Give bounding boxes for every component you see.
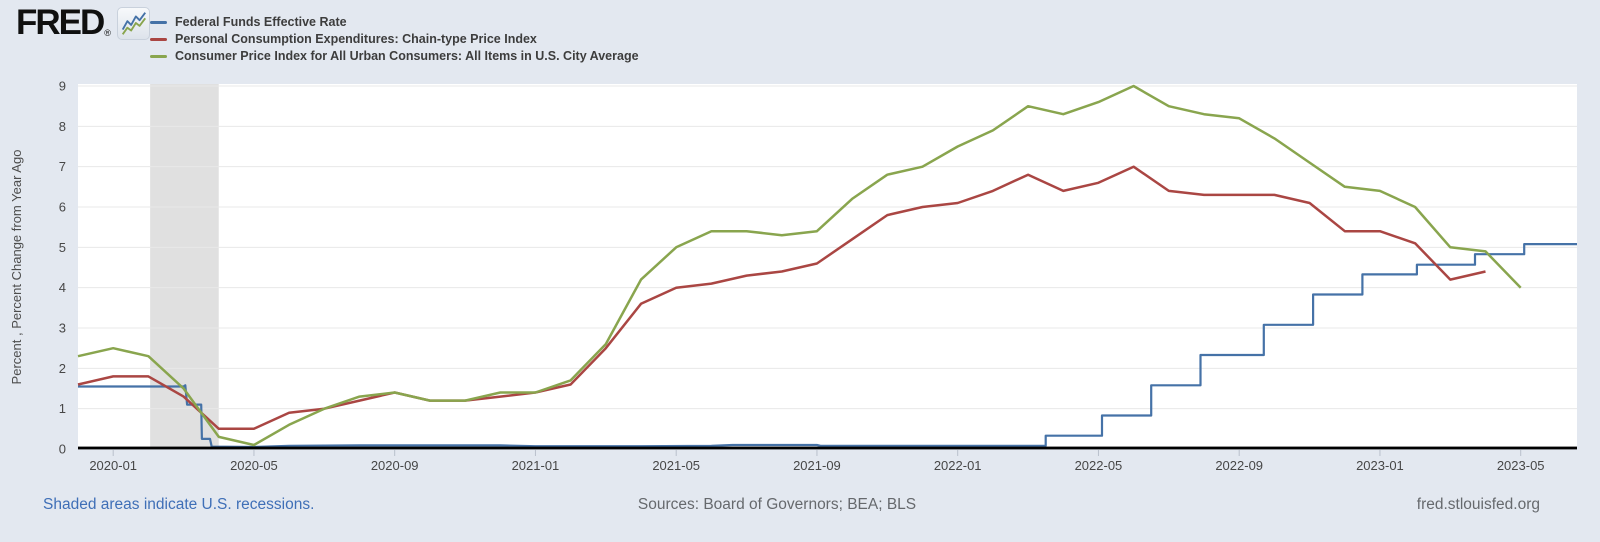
series-line-cpi	[77, 84, 1522, 447]
x-axis-line	[78, 446, 1577, 450]
legend-line-swatch-ffr	[150, 20, 167, 24]
y-tick-label: 5	[59, 240, 66, 255]
fred-logo[interactable]: FRED ®	[16, 5, 150, 41]
legend-label-cpi: Consumer Price Index for All Urban Consu…	[175, 49, 639, 63]
legend-label-ffr: Federal Funds Effective Rate	[175, 15, 347, 29]
y-tick-label: 9	[59, 79, 66, 94]
y-axis-title: Percent , Percent Change from Year Ago	[9, 150, 24, 385]
sources-text: Sources: Board of Governors; BEA; BLS	[637, 496, 917, 513]
legend-item-pce: Personal Consumption Expenditures: Chain…	[150, 32, 639, 46]
legend-line-swatch-pce	[150, 37, 167, 41]
y-tick-label: 7	[59, 159, 66, 174]
x-tick-label: 2023-05	[1497, 458, 1545, 473]
x-tick-label: 2021-01	[512, 458, 560, 473]
x-tick-label: 2020-01	[89, 458, 137, 473]
legend-label-pce: Personal Consumption Expenditures: Chain…	[175, 32, 537, 46]
x-tick-label: 2023-01	[1356, 458, 1404, 473]
recession-band	[150, 84, 219, 449]
plot-area	[78, 84, 1577, 449]
x-tick-label: 2020-05	[230, 458, 278, 473]
x-tick-label: 2022-01	[934, 458, 982, 473]
y-tick-label: 1	[59, 401, 66, 416]
x-tick-label: 2021-05	[652, 458, 700, 473]
x-tick-label: 2022-09	[1215, 458, 1263, 473]
fred-sparkline-icon	[116, 7, 150, 40]
legend-line-swatch-cpi	[150, 54, 167, 58]
series-line-ffr	[78, 243, 1577, 449]
y-tick-label: 6	[59, 200, 66, 215]
y-tick-label: 2	[59, 361, 66, 376]
y-tick-label: 8	[59, 119, 66, 134]
legend-item-ffr: Federal Funds Effective Rate	[150, 15, 639, 29]
y-tick-label: 3	[59, 321, 66, 336]
x-tick-label: 2021-09	[793, 458, 841, 473]
series-line-pce	[77, 165, 1486, 431]
site-url-text: fred.stlouisfed.org	[1416, 496, 1540, 513]
x-tick-label: 2022-05	[1075, 458, 1123, 473]
legend-item-cpi: Consumer Price Index for All Urban Consu…	[150, 49, 639, 63]
chart-legend: Federal Funds Effective Rate Personal Co…	[150, 15, 639, 63]
x-tick-label: 2020-09	[371, 458, 419, 473]
y-tick-label: 0	[59, 442, 66, 457]
registered-trademark: ®	[104, 28, 111, 38]
y-tick-label: 4	[59, 280, 66, 295]
recessions-note-link[interactable]: Shaded areas indicate U.S. recessions.	[43, 496, 315, 513]
fred-logo-text: FRED	[16, 3, 105, 42]
